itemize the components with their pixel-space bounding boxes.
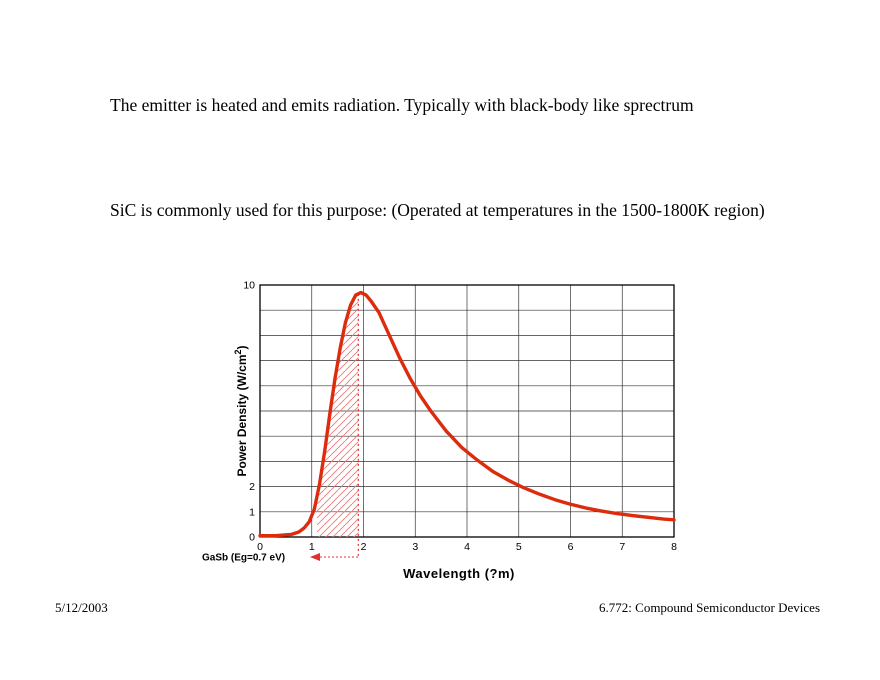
paragraph-sic: SiC is commonly used for this purpose: (…: [110, 200, 765, 220]
gasb-annotation: GaSb (Eg=0.7 eV): [202, 553, 285, 564]
spectrum-chart: 0 1 2 3 4 5 6 7 8 10 2 1 0 Wavelength (?m) Power Densi…: [198, 273, 693, 588]
x-tick-label: 8: [671, 541, 677, 553]
y-tick-label: 2: [249, 481, 255, 493]
y-axis-title: Power Density (W/cm2): [233, 345, 249, 476]
x-tick-label: 5: [516, 541, 522, 553]
slide-footer: 5/12/2003 6.772: Compound Semiconductor …: [55, 600, 820, 616]
y-tick-label: 0: [249, 532, 255, 544]
y-tick-label: 10: [243, 280, 255, 292]
hatch-region: [316, 293, 359, 537]
spectrum-curve: [258, 290, 676, 538]
x-axis-title: Wavelength (?m): [403, 566, 515, 581]
paragraph-emitter: The emitter is heated and emits radiatio…: [110, 95, 694, 115]
x-tick-label: 3: [412, 541, 418, 553]
x-tick-label: 0: [257, 541, 263, 553]
x-tick-label: 7: [619, 541, 625, 553]
x-tick-label: 6: [568, 541, 574, 553]
plot-border: [259, 284, 675, 538]
x-tick-label: 2: [361, 541, 367, 553]
x-tick-label: 4: [464, 541, 470, 553]
y-tick-label: 1: [249, 506, 255, 518]
arrowhead-icon: [310, 553, 320, 561]
footer-course: 6.772: Compound Semiconductor Devices: [599, 600, 820, 615]
footer-date: 5/12/2003: [55, 600, 108, 615]
x-tick-label: 1: [309, 541, 315, 553]
